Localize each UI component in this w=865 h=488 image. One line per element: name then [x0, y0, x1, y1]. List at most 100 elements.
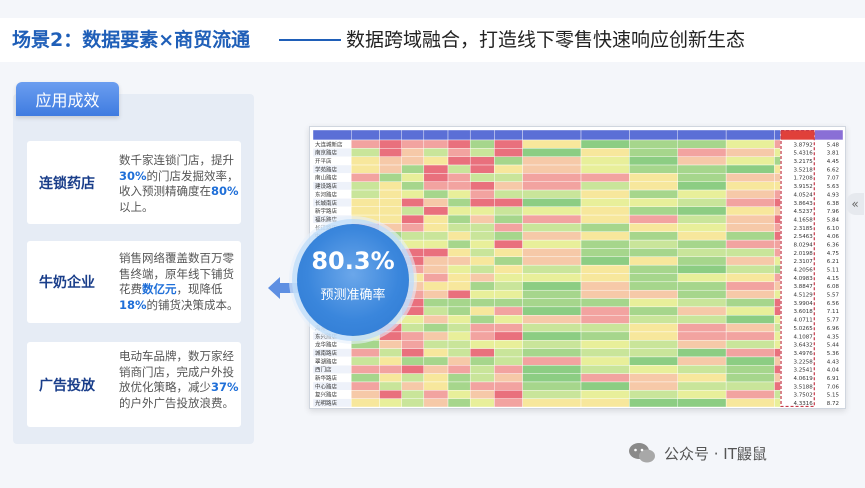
- table-cell: [774, 298, 781, 308]
- table-cell: [774, 306, 781, 316]
- table-cell: [580, 189, 630, 199]
- table-cell: [401, 356, 425, 366]
- table-cell: [522, 323, 582, 333]
- table-cell: [522, 264, 582, 274]
- table-last-value: 5.15: [827, 393, 840, 399]
- table-cell: [494, 156, 523, 166]
- table-cell: [494, 398, 523, 407]
- table-row-label: 东河路店: [315, 190, 338, 198]
- table-cell: [774, 331, 781, 341]
- table-cell: [447, 189, 471, 199]
- table-cell: [469, 156, 495, 166]
- table-cell: [469, 298, 495, 308]
- case-desc: 销售网络覆盖数百万零售终端，原年线下铺货花费数亿元，现降低18%的铺货决策成本。: [119, 251, 239, 312]
- table-cell: [774, 139, 781, 149]
- table-cell: [423, 198, 449, 207]
- table-last-value: 4.93: [827, 192, 840, 198]
- table-cell: [351, 139, 380, 149]
- table-cell: [725, 390, 775, 399]
- table-cell: [629, 173, 678, 182]
- table-cell: [379, 148, 402, 157]
- table-cell: [677, 139, 727, 149]
- table-cell: [774, 256, 781, 266]
- table-cell: [447, 373, 471, 383]
- table-cell: [629, 181, 678, 191]
- table-last-value: 7.06: [827, 384, 840, 390]
- table-last-value: 5.63: [827, 184, 840, 190]
- table-cell: [725, 198, 775, 207]
- table-cell: [423, 181, 449, 191]
- table-cell: [774, 231, 781, 241]
- table-cell: [423, 139, 449, 149]
- table-cell: [494, 298, 523, 308]
- table-cell: [629, 373, 678, 383]
- table-cell: [401, 331, 425, 341]
- table-cell: [580, 164, 630, 174]
- table-cell: [522, 298, 582, 308]
- table-cell: [522, 248, 582, 258]
- table-pred-value: 4.0983: [794, 276, 814, 282]
- highlight-column-border: [780, 130, 815, 407]
- table-cell: [423, 173, 449, 182]
- table-cell: [774, 164, 781, 174]
- table-cell: [677, 331, 727, 341]
- table-cell: [469, 206, 495, 216]
- table-cell: [447, 256, 471, 266]
- table-cell: [494, 206, 523, 216]
- table-cell: [447, 148, 471, 157]
- table-cell: [379, 198, 402, 207]
- table-cell: [522, 148, 582, 157]
- table-cell: [522, 315, 582, 324]
- table-cell: [469, 390, 495, 399]
- table-last-value: 6.62: [827, 167, 839, 173]
- table-cell: [774, 398, 781, 407]
- table-cell: [469, 315, 495, 324]
- table-cell: [379, 139, 402, 149]
- table-cell: [351, 365, 380, 374]
- table-cell: [494, 256, 523, 266]
- table-cell: [580, 214, 630, 224]
- table-cell: [447, 223, 471, 232]
- table-pred-value: 4.1658: [794, 217, 814, 223]
- table-cell: [629, 323, 678, 333]
- table-cell: [351, 348, 380, 358]
- table-cell: [447, 198, 471, 207]
- table-cell: [401, 156, 425, 166]
- table-cell: [629, 256, 678, 266]
- table-cell: [494, 273, 523, 283]
- table-cell: [677, 381, 727, 391]
- case-label: 牛奶企业: [39, 275, 95, 291]
- table-cell: [677, 181, 727, 191]
- table-cell: [677, 198, 727, 207]
- collapse-button[interactable]: «: [846, 193, 864, 215]
- table-cell: [725, 173, 775, 182]
- accuracy-value: 80.3%: [311, 247, 395, 275]
- table-cell: [774, 289, 781, 299]
- table-cell: [677, 356, 727, 366]
- table-cell: [580, 198, 630, 207]
- table-cell: [351, 156, 380, 166]
- table-cell: [423, 264, 449, 274]
- table-cell: [447, 306, 471, 316]
- table-cell: [725, 264, 775, 274]
- table-cell: [677, 164, 727, 174]
- table-cell: [725, 340, 775, 349]
- table-pred-value: 3.6018: [794, 309, 814, 315]
- table-pred-value: 4.0524: [794, 192, 814, 198]
- table-cell: [774, 214, 781, 224]
- table-cell: [379, 189, 402, 199]
- table-cell: [725, 373, 775, 383]
- table-cell: [447, 315, 471, 324]
- table-row-label: 南山路店: [315, 174, 338, 182]
- title-bar: [0, 18, 865, 62]
- table-cell: [580, 206, 630, 216]
- table-cell: [580, 248, 630, 258]
- table-cell: [629, 390, 678, 399]
- accuracy-label: 预测准确率: [320, 288, 386, 303]
- table-pred-value: 4.0711: [794, 318, 813, 324]
- table-cell: [774, 156, 781, 166]
- table-cell: [469, 231, 495, 241]
- table-cell: [677, 264, 727, 274]
- table-cell: [629, 248, 678, 258]
- table-cell: [774, 181, 781, 191]
